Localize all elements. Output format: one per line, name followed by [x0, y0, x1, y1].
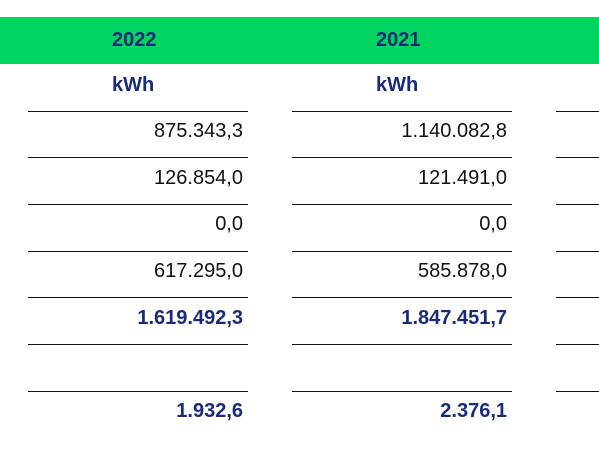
- value-cell: 1.140.082,8: [401, 120, 507, 142]
- row-divider: [292, 111, 512, 112]
- footer-cell: 2.376,1: [440, 400, 507, 422]
- row-divider: [292, 157, 512, 158]
- row-divider: [292, 251, 512, 252]
- row-divider: [556, 391, 599, 392]
- row-divider: [28, 251, 248, 252]
- row-divider: [28, 111, 248, 112]
- row-divider: [28, 391, 248, 392]
- row-divider: [292, 344, 512, 345]
- total-cell: 1.619.492,3: [137, 307, 243, 329]
- column-partial: [556, 0, 599, 449]
- row-divider: [292, 297, 512, 298]
- header-band: [0, 17, 599, 64]
- row-divider: [28, 157, 248, 158]
- column-2021: 1.140.082,8 121.491,0 0,0 585.878,0 1.84…: [292, 0, 512, 449]
- value-cell: 121.491,0: [418, 167, 507, 189]
- row-divider: [292, 204, 512, 205]
- value-cell: 0,0: [479, 213, 507, 235]
- value-cell: 617.295,0: [154, 260, 243, 282]
- row-divider: [292, 391, 512, 392]
- row-divider: [556, 157, 599, 158]
- row-divider: [556, 204, 599, 205]
- value-cell: 126.854,0: [154, 167, 243, 189]
- total-cell: 1.847.451,7: [401, 307, 507, 329]
- row-divider: [556, 344, 599, 345]
- row-divider: [28, 344, 248, 345]
- row-divider: [556, 251, 599, 252]
- row-divider: [28, 204, 248, 205]
- value-cell: 0,0: [215, 213, 243, 235]
- footer-cell: 1.932,6: [176, 400, 243, 422]
- value-cell: 585.878,0: [418, 260, 507, 282]
- column-unit-2021: kWh: [376, 74, 419, 96]
- column-year-2021: 2021: [376, 29, 421, 51]
- value-cell: 875.343,3: [154, 120, 243, 142]
- column-2022: 875.343,3 126.854,0 0,0 617.295,0 1.619.…: [28, 0, 248, 449]
- row-divider: [556, 297, 599, 298]
- column-year-2022: 2022: [112, 29, 157, 51]
- row-divider: [28, 297, 248, 298]
- column-unit-2022: kWh: [112, 74, 155, 96]
- row-divider: [556, 111, 599, 112]
